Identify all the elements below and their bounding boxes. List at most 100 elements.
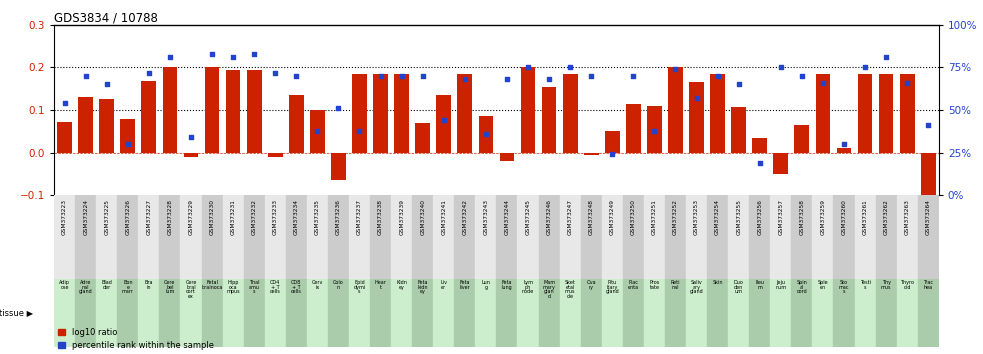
Text: GSM373244: GSM373244 xyxy=(504,200,509,235)
Bar xyxy=(202,279,222,347)
Text: GSM373237: GSM373237 xyxy=(357,200,362,235)
Bar xyxy=(159,195,181,279)
Point xyxy=(920,122,936,128)
Bar xyxy=(707,195,728,279)
Text: Cere
bel
lum: Cere bel lum xyxy=(164,280,176,294)
Bar xyxy=(412,195,434,279)
Text: GSM373223: GSM373223 xyxy=(62,200,67,235)
Bar xyxy=(774,153,788,174)
Bar xyxy=(689,82,704,153)
Bar xyxy=(499,153,514,161)
Text: GSM373245: GSM373245 xyxy=(526,200,531,235)
Text: Liv
er: Liv er xyxy=(440,280,447,290)
Bar xyxy=(75,279,96,347)
Bar xyxy=(96,279,117,347)
Point xyxy=(647,128,663,133)
Bar xyxy=(791,279,812,347)
Text: Ileu
m: Ileu m xyxy=(755,280,764,290)
Bar xyxy=(264,195,286,279)
Bar xyxy=(267,153,283,157)
Text: Feta
kidn
ey: Feta kidn ey xyxy=(418,280,428,294)
Text: Lun
g: Lun g xyxy=(482,280,491,290)
Bar xyxy=(876,279,896,347)
Text: GSM373252: GSM373252 xyxy=(673,200,678,235)
Bar xyxy=(310,110,324,153)
Bar xyxy=(812,279,834,347)
Bar xyxy=(668,67,683,153)
Bar xyxy=(854,195,876,279)
Bar xyxy=(521,67,536,153)
Bar xyxy=(496,279,517,347)
Bar xyxy=(623,279,644,347)
Point xyxy=(394,73,410,79)
Point xyxy=(457,76,473,82)
Text: GSM373264: GSM373264 xyxy=(926,200,931,235)
Point xyxy=(352,128,368,133)
Text: GSM373232: GSM373232 xyxy=(252,200,257,235)
Text: GSM373242: GSM373242 xyxy=(462,200,467,235)
Bar xyxy=(710,74,724,153)
Point xyxy=(78,73,93,79)
Bar xyxy=(539,195,559,279)
Bar xyxy=(54,195,75,279)
Text: GSM373256: GSM373256 xyxy=(757,200,762,235)
Bar xyxy=(626,104,641,153)
Text: GSM373249: GSM373249 xyxy=(609,200,614,235)
Point xyxy=(120,141,136,147)
Text: GSM373229: GSM373229 xyxy=(189,200,194,235)
Bar xyxy=(226,69,241,153)
Text: Fetal
brainoca: Fetal brainoca xyxy=(202,280,223,290)
Text: Saliv
ary
gland: Saliv ary gland xyxy=(690,280,704,294)
Text: Epid
dymi
s: Epid dymi s xyxy=(353,280,366,294)
Text: GSM373231: GSM373231 xyxy=(231,200,236,235)
Text: GSM373253: GSM373253 xyxy=(694,200,699,235)
Text: Reti
nal: Reti nal xyxy=(670,280,680,290)
Text: Sket
etal
mus
cle: Sket etal mus cle xyxy=(564,280,576,299)
Bar xyxy=(222,195,244,279)
Point xyxy=(794,73,810,79)
Bar xyxy=(771,279,791,347)
Bar xyxy=(794,125,809,153)
Point xyxy=(752,160,768,166)
Text: Colo
n: Colo n xyxy=(333,280,344,290)
Text: Sto
mac
s: Sto mac s xyxy=(838,280,849,294)
Text: Plac
enta: Plac enta xyxy=(628,280,639,290)
Bar xyxy=(286,279,307,347)
Text: Thy
mus: Thy mus xyxy=(881,280,892,290)
Bar xyxy=(307,195,328,279)
Bar xyxy=(181,195,202,279)
Bar xyxy=(918,279,939,347)
Point xyxy=(605,152,620,157)
Point xyxy=(288,73,304,79)
Bar xyxy=(559,195,581,279)
Text: Pros
tate: Pros tate xyxy=(650,280,660,290)
Text: GSM373241: GSM373241 xyxy=(441,200,446,235)
Bar xyxy=(539,279,559,347)
Bar xyxy=(857,74,873,153)
Bar xyxy=(749,279,771,347)
Bar xyxy=(542,87,556,153)
Bar xyxy=(374,74,388,153)
Bar xyxy=(57,122,72,153)
Text: Ova
ry: Ova ry xyxy=(587,280,596,290)
Text: Hipp
oca
mpus: Hipp oca mpus xyxy=(226,280,240,294)
Bar xyxy=(791,195,812,279)
Bar xyxy=(476,279,496,347)
Bar xyxy=(120,119,135,153)
Bar xyxy=(686,279,707,347)
Point xyxy=(330,105,346,111)
Text: GSM373225: GSM373225 xyxy=(104,200,109,235)
Point xyxy=(815,80,831,86)
Bar xyxy=(771,195,791,279)
Bar xyxy=(896,195,918,279)
Bar xyxy=(181,279,202,347)
Bar xyxy=(517,279,539,347)
Text: GSM373239: GSM373239 xyxy=(399,200,404,235)
Bar xyxy=(75,195,96,279)
Bar xyxy=(879,74,894,153)
Bar xyxy=(184,153,199,157)
Text: GSM373240: GSM373240 xyxy=(420,200,426,235)
Point xyxy=(373,73,388,79)
Bar xyxy=(328,279,349,347)
Point xyxy=(520,64,536,70)
